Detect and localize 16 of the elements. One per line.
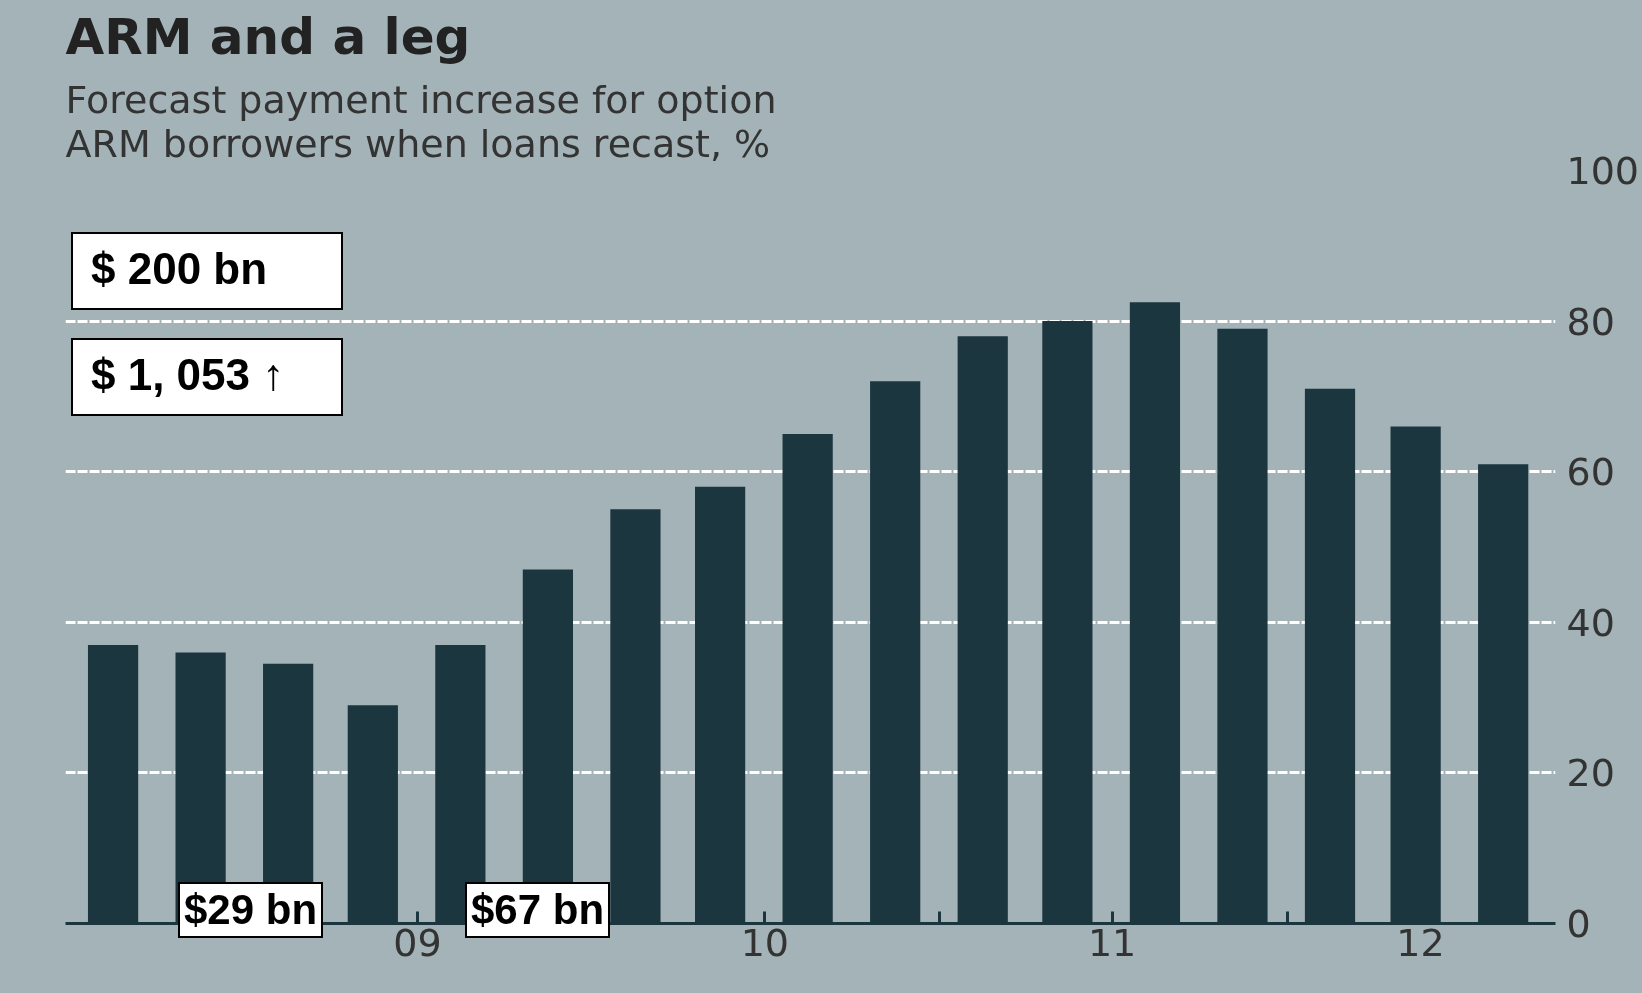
x-tick-label: 11: [1087, 920, 1137, 965]
x-tick-label: 09: [393, 920, 442, 965]
y-tick-label: 40: [1566, 600, 1615, 645]
annotation: $29 bn: [178, 882, 324, 938]
y-tick-label: 20: [1566, 751, 1615, 796]
x-tick-label: 10: [740, 920, 790, 965]
y-tick-label: 80: [1566, 299, 1615, 344]
annotation: $ 200 bn: [71, 232, 343, 310]
y-tick-label: 60: [1566, 450, 1615, 495]
chart-subtitle: Forecast payment increase for option ARM borrowers when loans recast, %: [65, 77, 777, 166]
annotation: $67 bn: [465, 882, 611, 938]
annotation: $ 1, 053 ↑: [71, 338, 343, 416]
y-tick-label: 0: [1566, 902, 1591, 946]
y-tick-label: 100: [1566, 149, 1640, 193]
x-tick-label: 12: [1396, 920, 1445, 965]
chart-title: ARM and a leg: [65, 7, 471, 66]
